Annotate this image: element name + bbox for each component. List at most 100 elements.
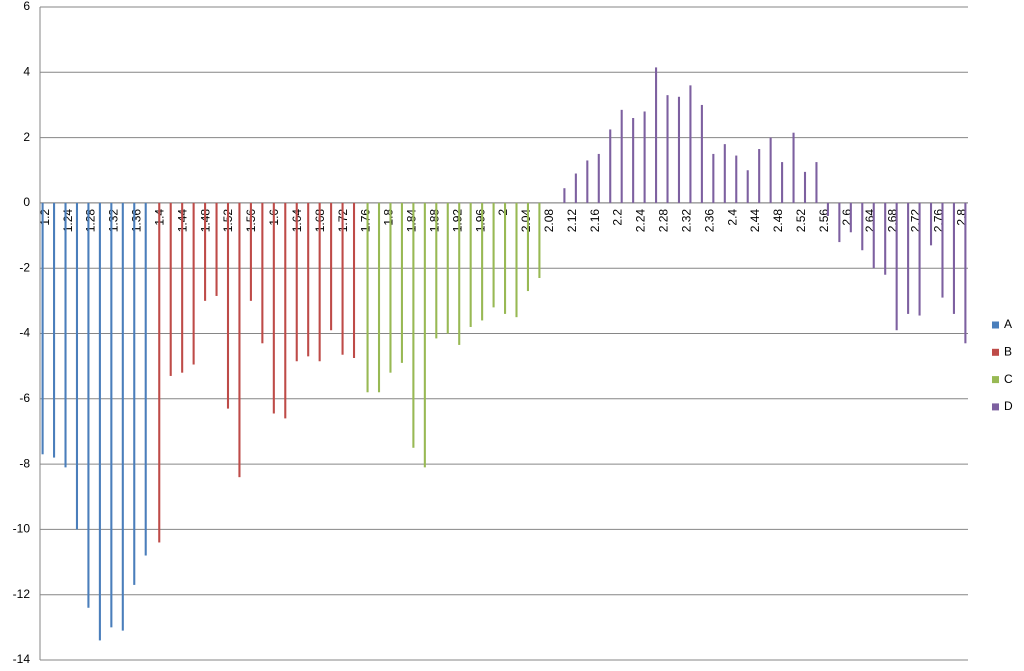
- bar: [64, 202, 67, 468]
- bar: [861, 202, 864, 251]
- bar: [181, 202, 184, 373]
- x-tick-label: 2.32: [679, 209, 693, 233]
- bar: [597, 153, 600, 203]
- x-tick-label: 1.96: [473, 209, 487, 233]
- x-tick-label: 2.28: [657, 209, 671, 233]
- x-tick-label: 2.4: [725, 209, 739, 226]
- x-tick-label: 1.76: [359, 209, 373, 233]
- bar: [284, 202, 287, 419]
- x-tick-label: 1.88: [427, 209, 441, 233]
- bar: [481, 202, 484, 321]
- bar: [249, 202, 252, 301]
- y-tick-label: 0: [23, 195, 30, 209]
- bar: [781, 162, 784, 203]
- bar: [226, 202, 230, 409]
- bar: [677, 96, 681, 203]
- bar: [515, 202, 518, 318]
- x-tick-label: 2.08: [542, 209, 556, 233]
- bar: [723, 144, 726, 203]
- bar: [238, 202, 241, 478]
- y-tick-label: -2: [19, 260, 30, 274]
- bar: [98, 202, 101, 641]
- x-tick-label: 2.44: [748, 209, 762, 233]
- bar: [446, 202, 449, 334]
- bar: [609, 129, 612, 203]
- x-tick-label: 1.2: [38, 209, 52, 226]
- legend-swatch: [992, 376, 999, 384]
- bar: [377, 202, 381, 393]
- bar: [504, 202, 507, 314]
- bar: [469, 202, 472, 327]
- bar: [538, 202, 541, 278]
- bar: [666, 95, 669, 203]
- bar: [632, 118, 635, 203]
- bar: [330, 202, 333, 331]
- bar: [307, 202, 310, 357]
- legend-swatch: [992, 321, 999, 329]
- legend-label: A: [1004, 317, 1012, 331]
- x-tick-label: 1.8: [382, 209, 396, 226]
- bar: [169, 202, 172, 376]
- bar: [952, 202, 955, 314]
- x-tick-label: 2.12: [565, 209, 579, 233]
- bar: [964, 202, 967, 344]
- bar: [918, 202, 921, 316]
- bar: [341, 202, 344, 355]
- bar: [586, 160, 589, 203]
- bar: [563, 188, 566, 203]
- bar: [746, 170, 749, 203]
- bar: [435, 202, 438, 339]
- x-tick-label: 2.36: [702, 209, 716, 233]
- bar: [492, 202, 495, 308]
- bar: [204, 202, 207, 301]
- legend-label: B: [1004, 344, 1012, 358]
- bar: [849, 202, 852, 233]
- x-tick-label: 2.24: [634, 209, 648, 233]
- bar: [318, 202, 321, 362]
- bar: [655, 67, 658, 203]
- bar: [838, 202, 841, 243]
- bar: [643, 111, 646, 203]
- x-tick-label: 1.36: [130, 209, 144, 233]
- bar: [458, 202, 461, 345]
- y-tick-label: 2: [23, 130, 30, 144]
- y-tick-label: -8: [19, 456, 30, 470]
- bar: [215, 202, 218, 296]
- bar: [758, 149, 761, 203]
- x-tick-label: 2.52: [794, 209, 808, 233]
- bar: [929, 202, 933, 246]
- bar: [41, 202, 44, 455]
- bar: [53, 202, 56, 458]
- x-tick-label: 1.84: [405, 209, 419, 233]
- legend-label: C: [1004, 372, 1013, 386]
- bar: [400, 202, 403, 363]
- bar: [735, 155, 738, 203]
- x-tick-label: 2.2: [611, 209, 625, 226]
- bar: [87, 202, 90, 608]
- bar: [158, 202, 161, 543]
- x-tick-label: 1.32: [107, 209, 121, 233]
- legend-label: D: [1004, 399, 1013, 413]
- bar: [295, 202, 298, 362]
- y-tick-label: -12: [13, 587, 31, 601]
- x-tick-label: 1.92: [450, 209, 464, 233]
- bar: [815, 162, 818, 203]
- bar: [192, 202, 195, 365]
- bar: [110, 202, 113, 628]
- bar: [620, 109, 623, 203]
- y-tick-label: 6: [23, 0, 30, 13]
- bar: [133, 202, 136, 585]
- legend-swatch: [992, 348, 999, 356]
- bar: [121, 202, 124, 631]
- bar: [884, 202, 887, 275]
- y-tick-label: -10: [13, 522, 31, 536]
- bar: [352, 202, 356, 358]
- x-tick-label: 1.28: [84, 209, 98, 233]
- x-tick-label: 2.16: [588, 209, 602, 233]
- bar: [769, 137, 772, 203]
- bar: [366, 202, 369, 393]
- bar: [941, 202, 944, 298]
- bar: [423, 202, 426, 468]
- bar: [526, 202, 529, 292]
